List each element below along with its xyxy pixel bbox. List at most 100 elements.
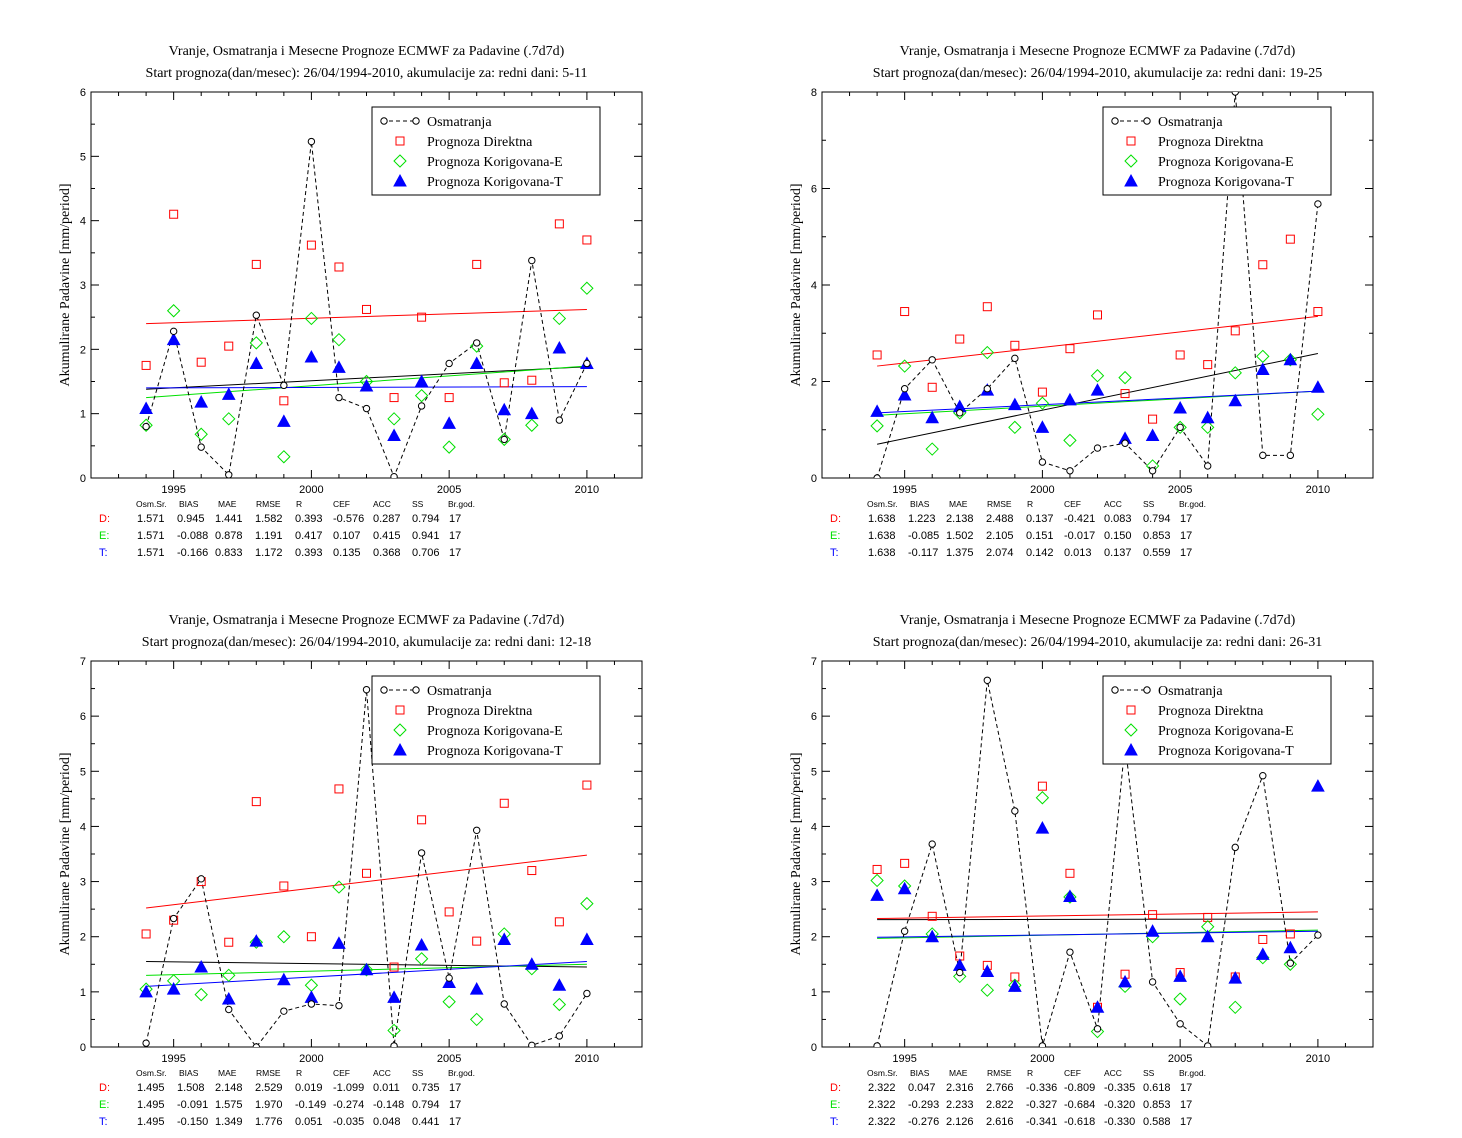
obs-point (1148, 467, 1157, 475)
corrT-point (1255, 947, 1270, 960)
corrT-point (332, 360, 346, 373)
obs-point (528, 256, 536, 265)
stats-header: ACC (1104, 499, 1122, 509)
legend-direct-marker (1126, 136, 1136, 146)
corrT-point (1035, 420, 1050, 433)
stats-header: CEF (333, 499, 350, 509)
stats-cell: -0.293 (908, 1099, 939, 1111)
corrT-point (1200, 929, 1215, 943)
stats-cell: -0.809 (1064, 1082, 1095, 1094)
stats-cell: 2.322 (868, 1082, 896, 1094)
stats-cell: 0.137 (1104, 547, 1132, 559)
direct-point (900, 858, 910, 868)
corrE-point (980, 345, 995, 360)
corrT-point (1228, 971, 1243, 984)
obs-point (1093, 444, 1102, 452)
stats-cell: -0.327 (1026, 1099, 1057, 1111)
obs-point (900, 385, 909, 393)
corrE-point (139, 418, 153, 432)
corrT-point (442, 975, 456, 988)
y-tick-label: 4 (80, 216, 86, 228)
stats-header: MAE (218, 1068, 237, 1078)
stats-row-label: T: (830, 547, 839, 559)
obs-point (473, 826, 481, 834)
stats-cell: -0.330 (1104, 1116, 1135, 1128)
obs-point (500, 1000, 508, 1008)
obs-point (873, 474, 881, 478)
trend-line-corrT (877, 390, 1318, 414)
stats-cell: 0.853 (1143, 530, 1171, 542)
obs-point (307, 1000, 316, 1008)
stats-header: R (1027, 499, 1033, 509)
stats-cell: 1.172 (255, 547, 283, 559)
corrT-point (359, 962, 374, 976)
stats-cell: 17 (449, 1099, 461, 1111)
stats-header: RMSE (987, 499, 1012, 509)
obs-point (169, 914, 178, 923)
corrT-point (1311, 380, 1325, 393)
corrE-point (525, 418, 539, 432)
direct-point (389, 962, 399, 972)
stats-cell: 17 (449, 547, 461, 559)
trend-line-direct (877, 315, 1318, 367)
direct-point (527, 375, 537, 385)
stats-row-label: E: (830, 530, 840, 542)
corrT-point (524, 406, 539, 420)
corrT-point (897, 881, 912, 895)
corrE-point (442, 440, 456, 454)
corrE-point (552, 997, 567, 1012)
stats-cell: 1.638 (868, 547, 896, 559)
obs-point (555, 1032, 564, 1040)
stats-cell: 0.735 (412, 1082, 440, 1094)
corrT-point (139, 401, 153, 415)
chart-subtitle: Start prognoza(dan/mesec): 26/04/1994-20… (873, 635, 1322, 650)
direct-point (527, 866, 537, 876)
direct-point (554, 219, 564, 229)
corrT-point (139, 984, 153, 998)
direct-point (1037, 781, 1047, 791)
stats-cell: -0.336 (1026, 1082, 1057, 1094)
y-tick-label: 6 (811, 711, 817, 723)
corrE-point (414, 952, 429, 966)
corrT-point (304, 350, 319, 363)
direct-point (554, 917, 564, 927)
corrE-point (332, 332, 346, 347)
obs-point (142, 422, 150, 431)
trend-line-corrT (877, 930, 1318, 938)
direct-point (499, 798, 509, 808)
obs-point (169, 327, 178, 336)
corrE-point (1035, 396, 1050, 410)
x-tick-label: 2000 (1030, 484, 1054, 496)
obs-point (873, 1042, 881, 1047)
obs-point (1148, 978, 1157, 986)
corrT-point (1008, 397, 1022, 411)
stats-cell: 2.529 (255, 1082, 283, 1094)
obs-point (1011, 354, 1019, 363)
legend-corrT-marker (1124, 173, 1138, 187)
corrE-point (925, 442, 939, 456)
corrT-point (1145, 428, 1160, 442)
direct-point (444, 393, 454, 403)
chart-title: Vranje, Osmatranja i Mesecne Prognoze EC… (900, 44, 1296, 59)
corrT-point (1283, 352, 1298, 366)
stats-header: RMSE (987, 1068, 1012, 1078)
stats-cell: 1.571 (137, 513, 165, 525)
obs-point (335, 393, 343, 402)
chart-panel-4: Vranje, Osmatranja i Mesecne Prognoze EC… (789, 613, 1374, 1128)
stats-cell: 0.415 (373, 530, 401, 542)
direct-point (582, 780, 592, 790)
direct-point (389, 393, 399, 403)
legend-direct-marker (395, 705, 405, 715)
stats-header: BIAS (910, 1068, 930, 1078)
y-tick-label: 1 (811, 987, 817, 999)
stats-cell: 17 (1180, 547, 1192, 559)
corrT-point (414, 374, 429, 387)
corrT-point (277, 972, 291, 986)
corrT-point (552, 978, 567, 991)
stats-cell: 2.616 (986, 1116, 1014, 1128)
stats-cell: 1.495 (137, 1082, 165, 1094)
y-tick-label: 5 (80, 151, 86, 163)
corrT-point (1063, 392, 1077, 406)
corrT-point (870, 404, 884, 417)
chart-panel-1: Vranje, Osmatranja i Mesecne Prognoze EC… (58, 44, 643, 559)
